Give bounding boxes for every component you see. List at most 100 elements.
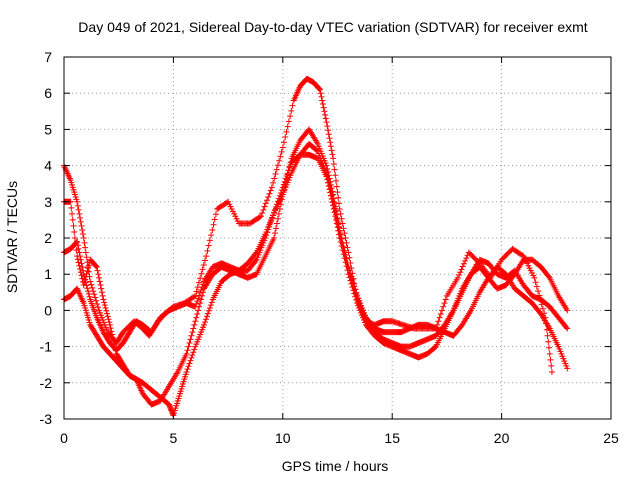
data-point-interp	[94, 267, 101, 274]
data-point-interp	[78, 260, 85, 267]
data-point-interp	[339, 239, 346, 246]
data-point-interp	[333, 214, 340, 221]
data-point-interp	[252, 257, 259, 264]
data-point	[330, 198, 337, 205]
data-point-interp	[267, 187, 274, 194]
data-point-interp	[437, 311, 444, 318]
data-point-interp	[325, 179, 332, 186]
data-point-interp	[189, 352, 196, 359]
x-tick-label: 10	[275, 430, 291, 446]
data-point	[316, 86, 323, 93]
x-tick-label: 20	[494, 430, 510, 446]
data-point	[454, 274, 461, 281]
data-point-interp	[442, 296, 449, 303]
data-point-interp	[209, 226, 216, 233]
data-point-interp	[211, 216, 218, 223]
data-point-interp	[335, 224, 342, 231]
x-tick-labels: 0 5 10 15 20 25	[60, 430, 619, 446]
data-point-interp	[82, 244, 89, 251]
data-point-interp	[277, 153, 284, 160]
data-point-interp	[274, 162, 281, 169]
data-point-interp	[343, 255, 350, 262]
x-tick-label: 5	[170, 430, 178, 446]
data-point-interp	[456, 272, 463, 279]
data-point-interp	[262, 200, 269, 207]
data-point	[183, 368, 190, 375]
data-points	[61, 75, 571, 419]
data-point-interp	[324, 173, 331, 180]
data-point-interp	[204, 310, 211, 317]
data-point-interp	[103, 307, 110, 314]
data-point-interp	[98, 285, 105, 292]
data-point-interp	[338, 235, 345, 242]
data-point-interp	[331, 205, 338, 212]
data-point-interp	[95, 271, 102, 278]
data-point-interp	[202, 257, 209, 264]
data-point-interp	[458, 266, 465, 273]
data-point-interp	[74, 202, 81, 209]
data-point-interp	[104, 313, 111, 320]
data-point-interp	[353, 289, 360, 296]
data-point-interp	[329, 195, 336, 202]
data-point-interp	[190, 349, 197, 356]
data-point-interp	[339, 220, 346, 227]
data-point-interp	[545, 338, 552, 345]
chart-title: Day 049 of 2021, Sidereal Day-to-day VTE…	[78, 19, 587, 35]
data-point-interp	[349, 276, 356, 283]
data-point-interp	[96, 274, 103, 281]
data-point-interp	[204, 247, 211, 254]
data-point-interp	[206, 237, 213, 244]
data-point-interp	[99, 292, 106, 299]
series-track-4	[61, 140, 571, 419]
data-point-interp	[256, 214, 263, 221]
data-point-interp	[84, 285, 91, 292]
data-point-interp	[333, 183, 340, 190]
series-track-1	[61, 75, 555, 375]
data-point-interp	[328, 192, 335, 199]
data-point-interp	[193, 288, 200, 295]
data-point	[192, 318, 199, 325]
data-point	[330, 155, 337, 162]
grid-lines	[64, 57, 611, 419]
data-point-interp	[263, 197, 270, 204]
y-tick-label: 1	[44, 266, 52, 282]
data-point-interp	[187, 357, 194, 364]
x-tick-label: 15	[384, 430, 400, 446]
data-point-interp	[457, 269, 464, 276]
data-point	[201, 321, 208, 328]
data-point-interp	[197, 289, 204, 296]
data-point	[183, 350, 190, 357]
data-point-interp	[330, 160, 337, 167]
data-point-interp	[196, 292, 203, 299]
x-axis-label: GPS time / hours	[282, 458, 389, 474]
data-point-interp	[82, 279, 89, 286]
data-point-interp	[185, 363, 192, 370]
data-point-interp	[81, 274, 88, 281]
data-point-interp	[547, 356, 554, 363]
data-point-interp	[91, 291, 98, 298]
data-point-interp	[327, 139, 334, 146]
data-point-interp	[110, 337, 117, 344]
data-point-interp	[289, 102, 296, 109]
data-point-interp	[200, 261, 207, 268]
y-tick-label: 0	[44, 302, 52, 318]
data-point-interp	[319, 101, 326, 108]
data-point-interp	[347, 270, 354, 277]
data-point-interp	[331, 166, 338, 173]
data-point-interp	[545, 273, 552, 280]
data-point-interp	[327, 189, 334, 196]
data-point-interp	[76, 249, 83, 256]
data-point	[336, 227, 343, 234]
data-point	[323, 169, 330, 176]
data-point-interp	[273, 220, 280, 227]
data-point	[336, 206, 343, 213]
data-point-interp	[322, 115, 329, 122]
data-point-interp	[187, 336, 194, 343]
data-point-interp	[77, 256, 84, 263]
data-point-interp	[94, 300, 101, 307]
data-point-interp	[191, 293, 198, 300]
data-point-interp	[106, 319, 113, 326]
data-point-interp	[81, 239, 88, 246]
data-point	[106, 321, 113, 328]
data-point	[268, 184, 275, 191]
